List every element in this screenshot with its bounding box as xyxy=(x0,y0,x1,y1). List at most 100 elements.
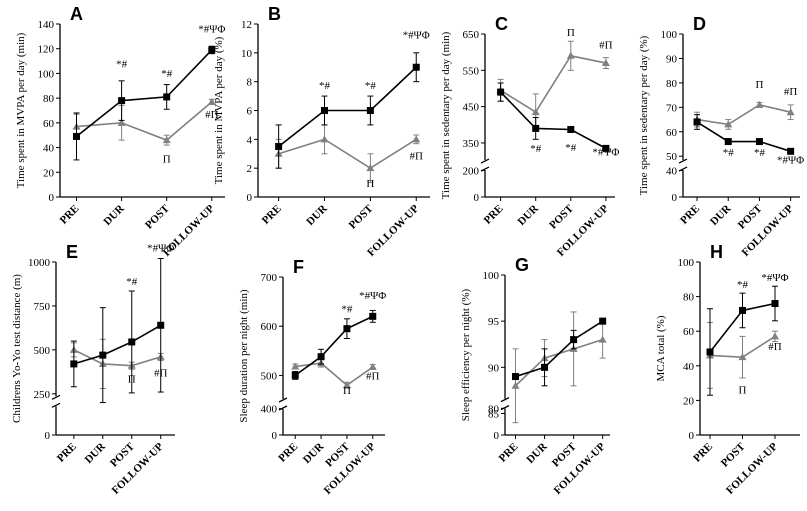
x-tick-label: POST xyxy=(143,202,172,231)
data-point-square xyxy=(343,325,351,333)
x-tick-label: FOLLOW-UP xyxy=(110,440,166,496)
significance-annotation: #Π xyxy=(784,86,798,98)
data-point-square xyxy=(570,336,578,344)
series-intervention xyxy=(512,317,607,387)
data-point-square xyxy=(70,360,78,368)
y-tick-label: 250 xyxy=(34,389,51,401)
significance-annotation: Π xyxy=(567,27,575,39)
x-tick-label: DUR xyxy=(304,202,330,228)
series-intervention xyxy=(706,285,779,396)
y-tick-label: 90 xyxy=(488,362,500,374)
data-point-triangle xyxy=(771,332,779,340)
y-axis-label: MCA total (%) xyxy=(655,315,667,381)
data-point-square xyxy=(512,373,519,381)
axis-break-mark xyxy=(480,158,490,164)
significance-annotation: Π xyxy=(366,178,374,190)
y-tick-label: 550 xyxy=(463,65,480,77)
significance-annotation: *# xyxy=(161,68,173,80)
y-tick-label: 0 xyxy=(49,192,55,204)
data-point-square xyxy=(755,138,763,146)
significance-annotation: *#ΨΦ xyxy=(359,290,386,302)
data-point-square xyxy=(724,138,732,146)
data-point-square xyxy=(532,124,540,132)
significance-annotation: Π xyxy=(739,384,747,396)
significance-annotation: *# xyxy=(365,80,377,92)
y-tick-label: 85 xyxy=(488,408,500,420)
y-tick-label: 80 xyxy=(666,78,678,90)
significance-annotation: #Π xyxy=(768,341,782,353)
y-tick-label: 100 xyxy=(483,270,500,282)
significance-annotation: *# xyxy=(319,80,331,92)
y-axis-label: Time spent in MVPA per day (%) xyxy=(213,36,225,184)
panel-letter: G xyxy=(515,255,529,275)
axis-break-mark xyxy=(278,405,288,411)
series-intervention xyxy=(73,45,216,161)
data-point-square xyxy=(275,143,283,151)
series-intervention xyxy=(70,257,165,404)
y-tick-label: 40 xyxy=(43,143,55,155)
series-control xyxy=(496,40,610,131)
x-tick-label: PRE xyxy=(691,441,715,465)
significance-annotation: #Π xyxy=(154,368,168,380)
significance-annotation: *# xyxy=(737,279,749,291)
significance-annotation: *# xyxy=(341,303,353,315)
panel-letter: E xyxy=(66,242,78,262)
y-axis-label: Sleep duration per night (min) xyxy=(238,289,250,423)
y-tick-label: 600 xyxy=(261,321,278,333)
y-tick-label: 10 xyxy=(241,48,253,60)
y-tick-label: 750 xyxy=(34,301,51,313)
significance-annotation: *# xyxy=(126,276,138,288)
significance-annotation: *#ΨΦ xyxy=(777,155,804,167)
y-axis-label: Sleep efficiency per night (%) xyxy=(460,288,472,421)
y-tick-label: 20 xyxy=(683,395,695,407)
x-tick-label: PRE xyxy=(482,203,506,227)
series-control xyxy=(72,97,216,146)
y-tick-label: 700 xyxy=(261,272,278,284)
data-point-triangle xyxy=(755,100,764,108)
significance-annotation: *#ΨΦ xyxy=(147,242,174,254)
significance-annotation: *# xyxy=(754,147,766,159)
data-point-square xyxy=(739,306,746,314)
x-tick-label: DUR xyxy=(524,440,550,466)
panel-letter: F xyxy=(293,257,304,277)
series-intervention xyxy=(497,82,610,152)
axis-break-mark xyxy=(51,394,61,400)
data-point-triangle xyxy=(342,381,351,389)
data-point-square xyxy=(541,363,549,371)
y-tick-label: 2 xyxy=(247,163,253,175)
data-point-square xyxy=(157,321,165,329)
data-point-square xyxy=(118,97,126,105)
y-axis-label: Time spent in MVPA per day (min) xyxy=(15,32,27,188)
data-point-triangle xyxy=(566,51,575,59)
y-axis-label: Childrens Yo-Yo test distance (m) xyxy=(11,274,23,423)
data-point-square xyxy=(369,312,377,320)
data-point-triangle xyxy=(162,136,171,144)
series-line-control xyxy=(73,349,161,367)
y-tick-label: 40 xyxy=(666,165,678,177)
y-tick-label: 40 xyxy=(683,361,695,373)
x-tick-label: PRE xyxy=(260,203,284,227)
series-line-intervention xyxy=(294,315,374,377)
series-line-intervention xyxy=(278,66,417,148)
y-tick-label: 6 xyxy=(247,106,253,118)
panel-letter: A xyxy=(70,4,83,24)
x-tick-label: POST xyxy=(736,202,765,231)
significance-annotation: *# xyxy=(530,143,542,155)
data-point-square xyxy=(291,371,299,379)
y-tick-label: 70 xyxy=(666,102,678,114)
panel-letter: H xyxy=(710,242,723,262)
significance-annotation: #Π xyxy=(205,109,219,121)
y-tick-label: 500 xyxy=(261,370,278,382)
x-tick-label: POST xyxy=(719,440,748,469)
series-control xyxy=(693,100,795,130)
series-intervention xyxy=(693,114,795,155)
data-point-triangle xyxy=(724,120,733,128)
